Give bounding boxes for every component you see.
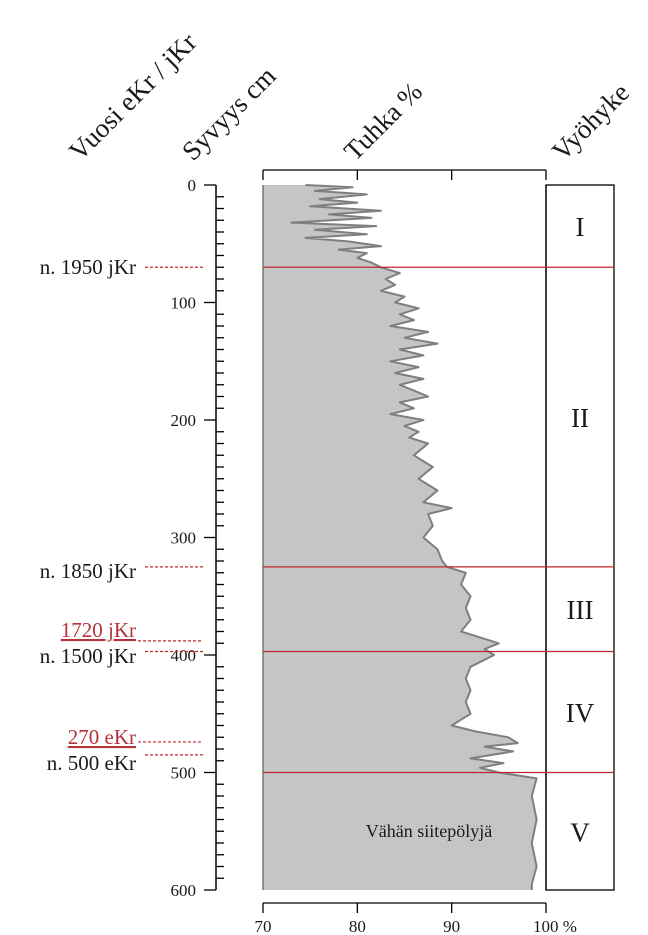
ash-area: [263, 185, 537, 890]
depth-tick-label: 100: [171, 294, 197, 313]
zone-label: V: [570, 817, 590, 847]
date-label: n. 1850 jKr: [40, 559, 136, 583]
plot-area: 70 80 90 100 %0100200300400500600IIIIIIIVVn…: [40, 169, 615, 935]
zone-column-box: [545, 184, 615, 891]
zone-label: I: [576, 212, 585, 242]
ash-series-line: [290, 184, 538, 890]
depth-tick-label: 0: [188, 176, 197, 195]
date-label-red: 1720 jKr: [61, 618, 136, 642]
depth-tick-label: 200: [171, 411, 197, 430]
x-tick-label: 70: [255, 917, 272, 935]
x-tick-label: 80: [349, 917, 366, 935]
depth-tick-label: 300: [171, 529, 197, 548]
header-zone: Vyöhyke: [546, 77, 635, 166]
depth-tick-label: 500: [171, 764, 197, 783]
zone-label: III: [567, 595, 594, 625]
header-ash: Tuhka %: [338, 76, 428, 166]
date-label: n. 500 eKr: [47, 751, 136, 775]
depth-tick-label: 400: [171, 646, 197, 665]
zone-label: IV: [566, 698, 595, 728]
header-depth: Syvyys cm: [176, 61, 282, 167]
column-headers: Vuosi eKr / jKr Syvyys cm Tuhka % Vyöhyk…: [63, 27, 635, 166]
zone-label: II: [571, 403, 589, 433]
date-label: n. 1950 jKr: [40, 255, 136, 279]
date-label: n. 1500 jKr: [40, 644, 136, 668]
low-pollen-note: Vähän siitepölyjä: [366, 821, 492, 841]
depth-tick-label: 600: [171, 881, 197, 900]
x-tick-label: 100 %: [533, 917, 577, 935]
x-tick-label: 90: [443, 917, 460, 935]
date-label-red: 270 eKr: [68, 725, 136, 749]
